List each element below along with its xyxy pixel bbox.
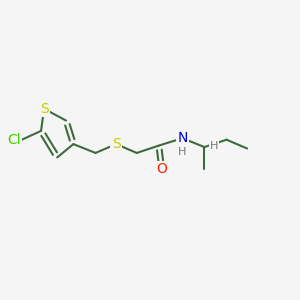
Text: N: N [177,131,188,145]
Text: O: O [156,162,167,176]
Text: H: H [210,142,218,152]
Text: S: S [112,137,121,151]
Text: H: H [178,147,187,158]
Text: S: S [40,102,48,116]
Text: Cl: Cl [7,133,20,147]
